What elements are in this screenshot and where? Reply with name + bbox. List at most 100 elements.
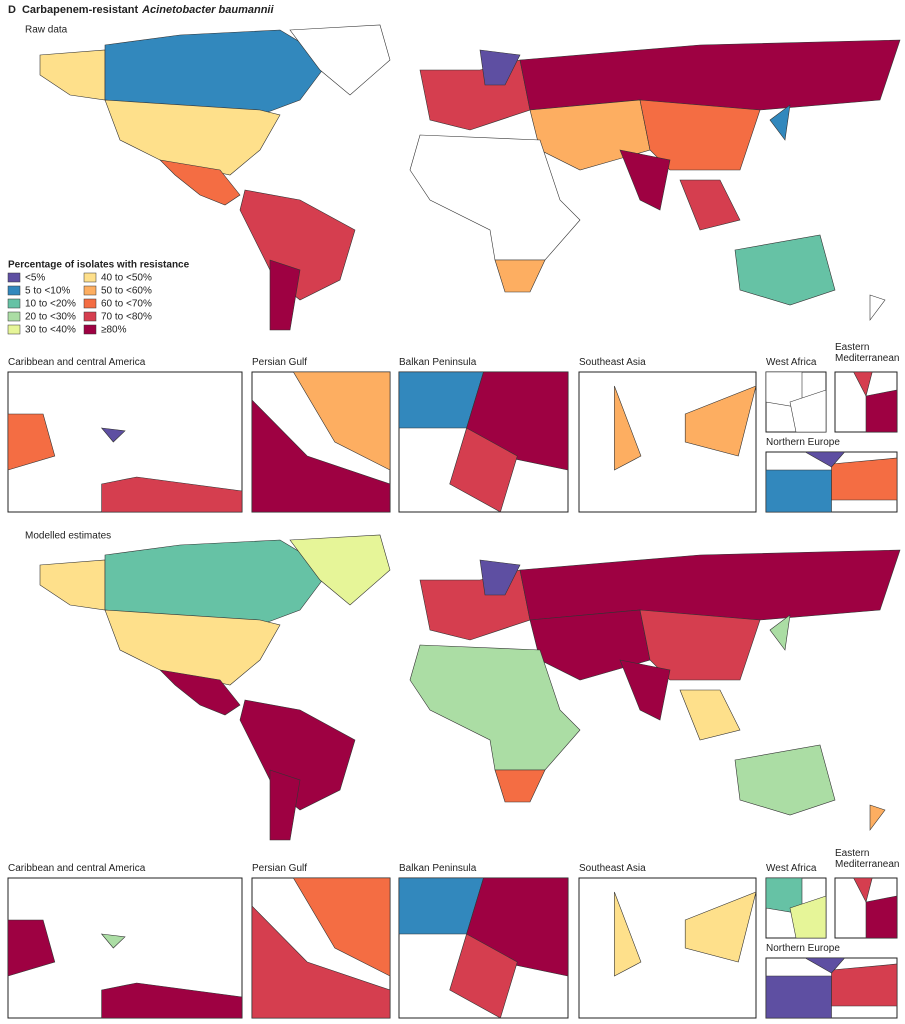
country (765, 975, 832, 1019)
inset-map (765, 957, 898, 1019)
country (639, 609, 761, 681)
map-title: Raw data (25, 25, 68, 36)
legend-label: 40 to <50% (101, 273, 152, 284)
country (684, 891, 757, 963)
country (292, 371, 391, 471)
inset-map (578, 877, 757, 1019)
country (619, 149, 671, 211)
inset-title: Caribbean and central America (8, 863, 146, 874)
inset-map (251, 371, 391, 513)
country (104, 609, 281, 686)
inset-title: Southeast Asia (579, 863, 646, 874)
legend-label: 70 to <80% (101, 312, 152, 323)
legend-swatch (7, 311, 21, 322)
inset-title: West Africa (766, 863, 817, 874)
panel-letter: D (8, 4, 16, 16)
country (519, 39, 901, 111)
inset-title: Persian Gulf (252, 357, 308, 368)
legend-label: 10 to <20% (25, 299, 76, 310)
country (765, 469, 832, 513)
inset-title: Eastern Mediterranean (835, 342, 900, 364)
legend-label: 5 to <10% (25, 286, 70, 297)
maps (7, 24, 901, 1019)
country (831, 457, 898, 501)
country (100, 427, 126, 443)
inset-map (765, 371, 827, 433)
country (101, 982, 243, 1019)
country (479, 559, 521, 596)
country (269, 259, 301, 331)
legend-label: <5% (25, 273, 45, 284)
legend-swatch (7, 272, 21, 283)
legend: <5% 5 to <10% 10 to <20% 20 to <30% 30 to <4… (7, 272, 152, 336)
inset-map (398, 877, 569, 1019)
country (853, 371, 873, 397)
country (479, 49, 521, 86)
country (831, 963, 898, 1007)
country (159, 669, 241, 716)
inset-map (398, 371, 569, 513)
country (614, 891, 642, 977)
country (494, 259, 546, 293)
country (769, 104, 791, 141)
inset-map (765, 451, 898, 513)
inset-map (7, 877, 243, 1019)
legend-label: 50 to <60% (101, 286, 152, 297)
country (251, 399, 391, 513)
legend-swatch (83, 324, 97, 335)
country (865, 389, 898, 433)
country (865, 895, 898, 939)
country (494, 769, 546, 803)
country (449, 933, 518, 1019)
world-map (39, 24, 901, 331)
inset-title: Northern Europe (766, 437, 840, 448)
inset-title: Balkan Peninsula (399, 357, 477, 368)
country (159, 159, 241, 206)
country (100, 933, 126, 949)
inset-title: Northern Europe (766, 943, 840, 954)
country (804, 957, 846, 974)
title-prefix: Carbapenem-resistant (22, 4, 138, 16)
inset-title: Balkan Peninsula (399, 863, 477, 874)
legend-swatch (83, 285, 97, 296)
country (679, 179, 741, 231)
inset-title: Caribbean and central America (8, 357, 146, 368)
country (269, 769, 301, 841)
panel-title: D Carbapenem-resistant Acinetobacter bauma… (8, 4, 274, 16)
legend-label: 60 to <70% (101, 299, 152, 310)
country (639, 99, 761, 171)
country (734, 234, 836, 306)
country (614, 385, 642, 471)
country (419, 59, 531, 131)
legend-swatch (83, 272, 97, 283)
legend-label: 30 to <40% (25, 325, 76, 336)
country (519, 549, 901, 621)
inset-title: Persian Gulf (252, 863, 308, 874)
map-title: Modelled estimates (25, 531, 111, 542)
country (292, 877, 391, 977)
inset-map (578, 371, 757, 513)
inset-map (834, 371, 898, 433)
country (853, 877, 873, 903)
country (289, 534, 391, 606)
legend-label: 20 to <30% (25, 312, 76, 323)
country (39, 49, 106, 101)
inset-title: Eastern Mediterranean (835, 848, 900, 870)
country (679, 689, 741, 741)
legend-swatch (7, 285, 21, 296)
legend-title: Percentage of isolates with resistance (8, 260, 190, 271)
country (101, 476, 243, 513)
country (789, 895, 827, 939)
inset-title: Southeast Asia (579, 357, 646, 368)
country (7, 919, 56, 977)
country (769, 614, 791, 651)
country (869, 804, 886, 831)
legend-swatch (7, 298, 21, 309)
country (419, 569, 531, 641)
country (251, 905, 391, 1019)
country (39, 559, 106, 611)
country (734, 744, 836, 816)
legend-swatch (7, 324, 21, 335)
country (869, 294, 886, 321)
